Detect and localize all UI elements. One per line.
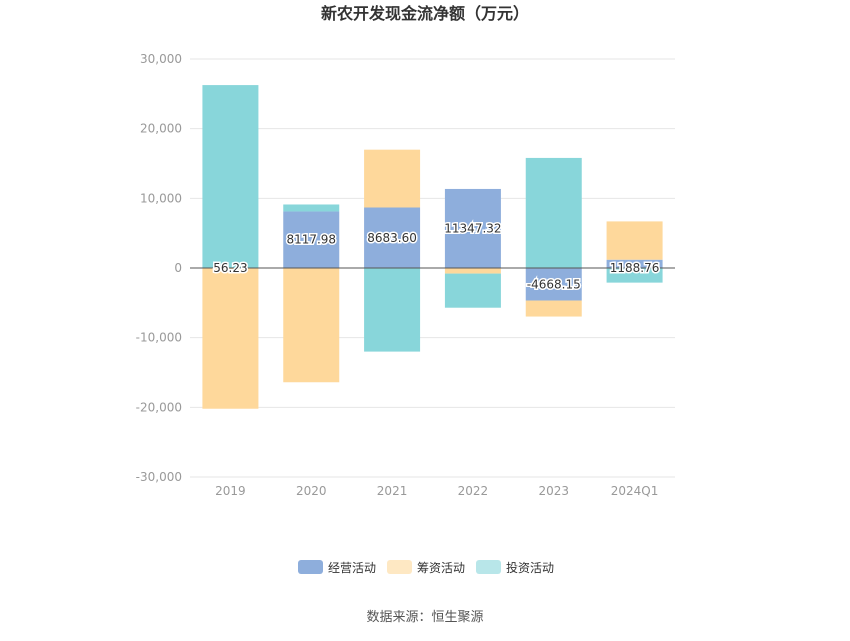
bar-investing <box>202 85 258 268</box>
bar-financing <box>364 150 420 208</box>
data-label: 8117.98 <box>286 233 336 247</box>
bars-layer <box>202 85 662 409</box>
y-tick-label: 10,000 <box>140 191 182 205</box>
bar-investing <box>526 158 582 268</box>
data-label: 1188.76 <box>610 261 660 275</box>
data-labels-layer: 56.23 8117.98 8683.60 11347.32 -4668.15 1188.… <box>213 221 659 291</box>
bar-financing <box>283 268 339 382</box>
legend-swatch <box>387 560 412 574</box>
legend: 经营活动 筹资活动 投资活动 <box>298 560 554 575</box>
legend-label: 投资活动 <box>506 560 554 575</box>
x-tick-label: 2022 <box>458 484 489 498</box>
y-tick-label: 30,000 <box>140 52 182 66</box>
y-tick-label: -30,000 <box>136 470 182 484</box>
y-tick-label: -20,000 <box>136 400 182 414</box>
data-label: 8683.60 <box>367 231 417 245</box>
x-tick-label: 2021 <box>377 484 408 498</box>
bar-investing <box>364 268 420 352</box>
chart-title: 新农开发现金流净额（万元） <box>321 4 529 23</box>
bar-financing <box>445 268 501 274</box>
legend-swatch <box>298 560 323 574</box>
data-label: -4668.15 <box>527 277 581 291</box>
bar-investing <box>283 204 339 211</box>
y-tick-label: 20,000 <box>140 122 182 136</box>
bar-investing <box>445 274 501 308</box>
bar-financing <box>526 301 582 317</box>
x-tick-label: 2019 <box>215 484 246 498</box>
x-tick-label: 2020 <box>296 484 327 498</box>
x-tick-label: 2023 <box>538 484 569 498</box>
data-source: 数据来源：恒生聚源 <box>366 610 483 625</box>
bar-financing <box>607 221 663 259</box>
y-tick-label: -10,000 <box>136 331 182 345</box>
legend-swatch <box>476 560 501 574</box>
legend-label: 筹资活动 <box>417 561 465 575</box>
bar-financing <box>202 268 258 409</box>
y-tick-label: 0 <box>174 261 182 275</box>
data-label: 11347.32 <box>444 221 501 235</box>
data-label: 56.23 <box>213 261 247 275</box>
legend-label: 经营活动 <box>328 561 376 575</box>
x-tick-label: 2024Q1 <box>611 484 659 498</box>
